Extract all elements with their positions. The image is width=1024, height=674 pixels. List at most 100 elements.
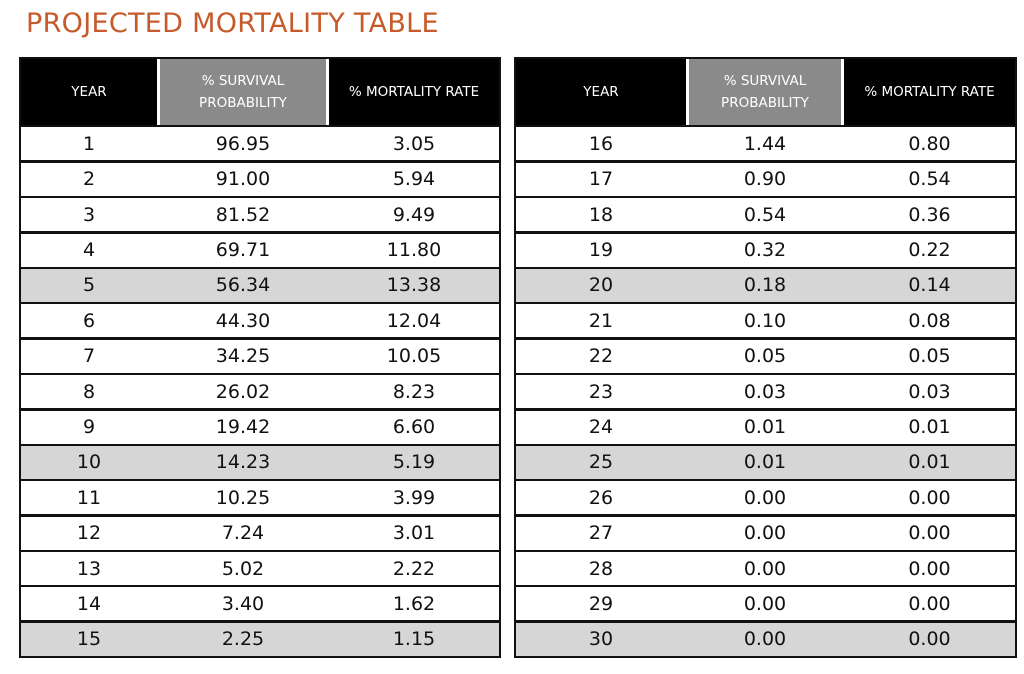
table-row: 3 81.52 9.49 [21, 198, 499, 232]
table-row: 11 10.25 3.99 [21, 481, 499, 515]
mortality-cell: 0.00 [908, 522, 951, 545]
mortality-cell: 3.01 [392, 522, 436, 545]
header-survival-line1: % SURVIVAL [201, 73, 285, 89]
survival-cell: 0.00 [743, 628, 787, 651]
survival-cell: 0.01 [743, 451, 787, 474]
survival-cell: 14.23 [215, 451, 271, 474]
table-row: 14 3.40 1.62 [21, 587, 499, 621]
table-row: 12 7.24 3.01 [21, 516, 499, 550]
mortality-cell: 5.94 [392, 168, 436, 191]
mortality-cell: 0.08 [908, 309, 951, 332]
table-row: 7 34.25 10.05 [21, 339, 499, 373]
table-row: 9 19.42 6.60 [21, 410, 499, 444]
survival-cell: 19.42 [215, 416, 271, 439]
year-cell: 12 [76, 522, 102, 545]
table-row: 29 0.00 0.00 [516, 587, 1015, 621]
table-body: 1 96.95 3.05 2 91.00 5.94 3 81.52 9.49 4 69.71 11.8… [21, 127, 499, 656]
mortality-cell: 11.80 [386, 239, 442, 262]
survival-cell: 0.32 [743, 239, 787, 262]
table-row: 21 0.10 0.08 [516, 304, 1015, 338]
table-row: 22 0.05 0.05 [516, 339, 1015, 373]
survival-cell: 2.25 [221, 628, 265, 651]
header-mortality: % MORTALITY RATE [844, 59, 1015, 125]
survival-cell: 0.03 [743, 380, 787, 403]
year-cell: 26 [588, 486, 614, 509]
year-cell: 17 [588, 168, 614, 191]
table-row: 16 1.44 0.80 [516, 127, 1015, 161]
header-year: YEAR [516, 59, 686, 125]
year-cell: 10 [76, 451, 102, 474]
mortality-cell: 2.22 [392, 557, 436, 580]
mortality-cell: 0.80 [908, 132, 951, 155]
table-row: 1 96.95 3.05 [21, 127, 499, 161]
mortality-cell: 3.99 [392, 486, 436, 509]
survival-cell: 0.90 [743, 168, 787, 191]
table-row: 26 0.00 0.00 [516, 481, 1015, 515]
survival-cell: 0.05 [743, 345, 787, 368]
header-survival: % SURVIVAL PROBABILITY [157, 59, 329, 125]
mortality-cell: 0.00 [908, 592, 951, 615]
year-cell: 9 [82, 416, 96, 439]
year-cell: 30 [588, 628, 614, 651]
survival-cell: 0.00 [743, 557, 787, 580]
mortality-cell: 1.62 [392, 592, 436, 615]
table-row: 30 0.00 0.00 [516, 622, 1015, 656]
mortality-cell: 5.19 [392, 451, 436, 474]
table-row: 18 0.54 0.36 [516, 198, 1015, 232]
table-row: 28 0.00 0.00 [516, 552, 1015, 586]
year-cell: 22 [588, 345, 614, 368]
table-row: 4 69.71 11.80 [21, 233, 499, 267]
year-cell: 28 [588, 557, 614, 580]
table-row: 24 0.01 0.01 [516, 410, 1015, 444]
mortality-cell: 0.14 [908, 274, 951, 297]
survival-cell: 3.40 [221, 592, 265, 615]
survival-cell: 81.52 [215, 203, 271, 226]
year-cell: 4 [82, 239, 96, 262]
year-cell: 2 [82, 168, 96, 191]
table-row: 23 0.03 0.03 [516, 375, 1015, 409]
mortality-cell: 0.03 [908, 380, 951, 403]
year-cell: 25 [588, 451, 614, 474]
table-row: 17 0.90 0.54 [516, 162, 1015, 196]
survival-cell: 0.00 [743, 592, 787, 615]
mortality-cell: 0.05 [908, 345, 951, 368]
mortality-cell: 10.05 [386, 345, 442, 368]
table-row: 5 56.34 13.38 [21, 268, 499, 302]
header-survival-line2: PROBABILITY [199, 95, 287, 111]
mortality-cell: 1.15 [392, 628, 436, 651]
header-survival-line2: PROBABILITY [721, 95, 809, 111]
year-cell: 6 [82, 309, 96, 332]
survival-cell: 0.10 [743, 309, 787, 332]
year-cell: 8 [82, 380, 96, 403]
year-cell: 14 [76, 592, 102, 615]
year-cell: 18 [588, 203, 614, 226]
mortality-table-years-1-15: YEAR % SURVIVAL PROBABILITY % MORTALITY R… [19, 57, 501, 658]
table-row: 10 14.23 5.19 [21, 445, 499, 479]
survival-cell: 26.02 [215, 380, 271, 403]
survival-cell: 91.00 [215, 168, 271, 191]
header-survival-line1: % SURVIVAL [723, 73, 807, 89]
table-row: 13 5.02 2.22 [21, 552, 499, 586]
year-cell: 27 [588, 522, 614, 545]
header-year: YEAR [21, 59, 157, 125]
survival-cell: 0.00 [743, 522, 787, 545]
survival-cell: 1.44 [743, 132, 787, 155]
survival-cell: 96.95 [215, 132, 271, 155]
table-row: 8 26.02 8.23 [21, 375, 499, 409]
mortality-cell: 0.00 [908, 557, 951, 580]
table-row: 6 44.30 12.04 [21, 304, 499, 338]
mortality-cell: 0.54 [908, 168, 951, 191]
survival-cell: 7.24 [221, 522, 265, 545]
year-cell: 7 [82, 345, 96, 368]
year-cell: 3 [82, 203, 96, 226]
survival-cell: 56.34 [215, 274, 271, 297]
survival-cell: 0.54 [743, 203, 787, 226]
mortality-cell: 3.05 [392, 132, 436, 155]
table-row: 19 0.32 0.22 [516, 233, 1015, 267]
mortality-cell: 0.22 [908, 239, 951, 262]
mortality-cell: 9.49 [392, 203, 436, 226]
year-cell: 23 [588, 380, 614, 403]
survival-cell: 5.02 [221, 557, 265, 580]
year-cell: 20 [588, 274, 614, 297]
year-cell: 13 [76, 557, 102, 580]
